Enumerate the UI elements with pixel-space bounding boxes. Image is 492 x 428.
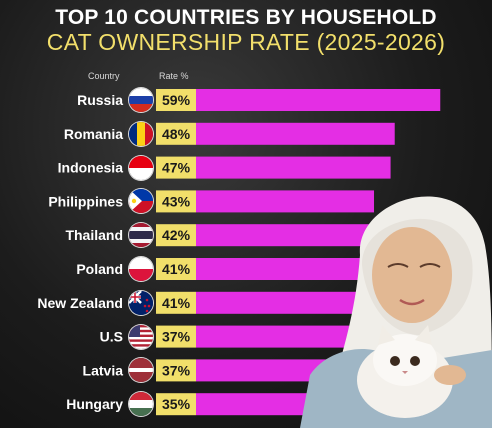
hungary-flag-icon <box>129 392 153 417</box>
rate-label-poland: 41% <box>162 261 191 277</box>
rate-label-russia: 59% <box>162 92 191 108</box>
rate-box-new-zealand <box>156 291 196 314</box>
bar-u-s <box>196 325 350 348</box>
bar-poland <box>196 258 366 280</box>
romania-flag-icon <box>129 121 153 146</box>
country-label-latvia: Latvia <box>83 362 124 378</box>
country-label-indonesia: Indonesia <box>58 160 124 176</box>
country-label-thailand: Thailand <box>65 227 123 243</box>
rate-box-hungary <box>156 393 196 416</box>
country-label-philippines: Philippines <box>48 193 123 209</box>
russia-flag-icon <box>129 88 153 112</box>
country-label-hungary: Hungary <box>66 396 123 412</box>
rate-label-latvia: 37% <box>162 362 191 378</box>
rate-label-indonesia: 47% <box>162 160 191 176</box>
woman-holding-cat-illustration <box>300 196 492 428</box>
bar-indonesia <box>196 156 391 179</box>
bar-thailand <box>196 224 370 247</box>
rate-box-russia <box>156 89 196 111</box>
indonesia-flag-icon <box>129 155 153 180</box>
rate-label-romania: 48% <box>162 126 191 142</box>
rate-box-philippines <box>156 190 196 213</box>
country-label-russia: Russia <box>77 92 123 108</box>
rate-column-header: Rate % <box>159 71 189 81</box>
rate-box-u-s <box>156 325 196 348</box>
rate-box-romania <box>156 122 196 145</box>
country-label-u-s: U.S <box>100 329 123 345</box>
country-column-header: Country <box>88 71 120 81</box>
new-zealand-flag-icon <box>129 290 153 315</box>
rate-label-new-zealand: 41% <box>162 295 191 311</box>
bar-philippines <box>196 190 375 213</box>
bar-romania <box>196 122 395 145</box>
chart-title-line2: CAT OWNERSHIP RATE (2025-2026) <box>46 29 446 55</box>
rate-box-thailand <box>156 224 196 247</box>
rate-label-philippines: 43% <box>162 193 191 209</box>
bar-new-zealand <box>196 291 366 314</box>
rate-label-u-s: 37% <box>162 329 191 345</box>
country-label-romania: Romania <box>64 126 123 142</box>
rate-box-latvia <box>156 359 196 382</box>
bar-russia <box>196 89 441 111</box>
rate-label-hungary: 35% <box>162 396 191 412</box>
country-label-new-zealand: New Zealand <box>37 295 123 311</box>
country-label-poland: Poland <box>76 261 123 277</box>
philippines-flag-icon <box>129 189 153 214</box>
latvia-flag-icon <box>129 358 153 383</box>
rate-box-poland <box>156 258 196 280</box>
thailand-flag-icon <box>129 223 153 248</box>
us-flag-icon <box>129 324 153 349</box>
poland-flag-icon <box>129 257 153 281</box>
chart-title-line1: TOP 10 COUNTRIES BY HOUSEHOLD <box>55 6 437 29</box>
rate-box-indonesia <box>156 156 196 179</box>
rate-label-thailand: 42% <box>162 227 191 243</box>
